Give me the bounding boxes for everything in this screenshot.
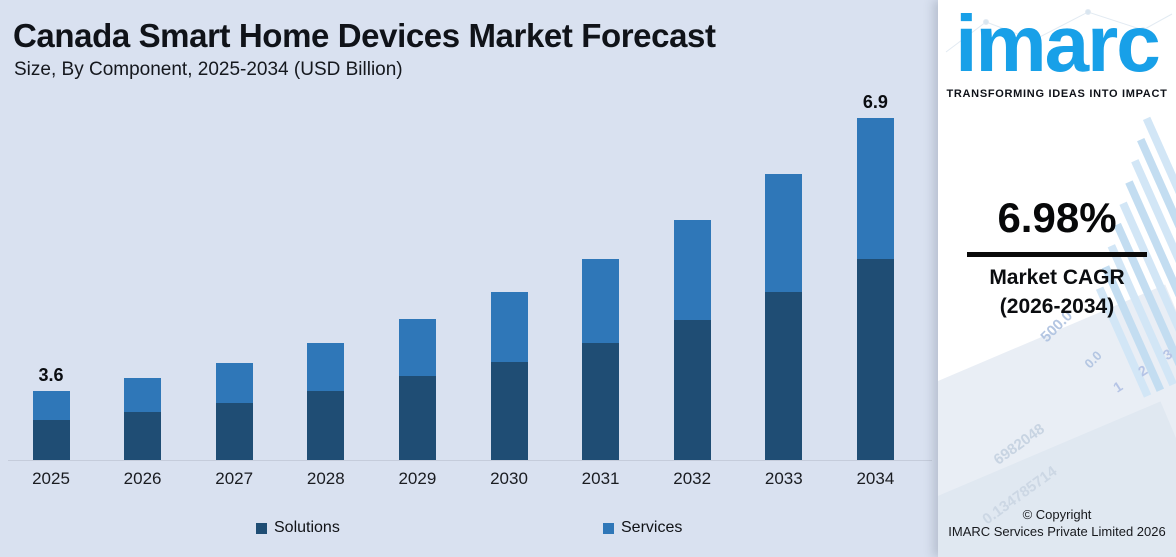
solutions-segment-2028 <box>307 391 345 460</box>
solutions-segment-2031 <box>582 343 620 460</box>
services-segment-2033 <box>765 174 803 292</box>
solutions-segment-2034 <box>856 259 894 460</box>
bar-2033 <box>765 174 803 460</box>
x-axis-label-2034: 2034 <box>856 469 895 488</box>
services-segment-2025 <box>32 391 70 420</box>
chart-subtitle: Size, By Component, 2025-2034 (USD Billi… <box>14 59 403 80</box>
cagr-label: Market CAGR <box>989 266 1125 289</box>
x-axis-label-2029: 2029 <box>398 469 437 488</box>
services-swatch-icon <box>603 522 614 534</box>
solutions-segment-2029 <box>398 376 436 460</box>
cagr-value: 6.98% <box>997 194 1117 241</box>
services-segment-2031 <box>582 259 620 343</box>
x-axis-label-2027: 2027 <box>215 469 254 488</box>
bar-2034 <box>856 118 894 460</box>
x-axis-label-2031: 2031 <box>581 469 620 488</box>
solutions-segment-2030 <box>490 362 528 460</box>
copyright-line: © Copyright <box>1022 507 1092 522</box>
x-axis-line <box>8 460 932 461</box>
x-axis-label-2025: 2025 <box>32 469 70 488</box>
solutions-segment-2025 <box>32 420 70 460</box>
services-segment-2028 <box>307 343 345 391</box>
bar-2029 <box>398 319 436 460</box>
bar-2030 <box>490 292 528 460</box>
bar-value-label-2025: 3.6 <box>38 365 64 385</box>
decor-number: 0.0 <box>1081 347 1105 372</box>
x-axis-label-2032: 2032 <box>673 469 712 488</box>
bar-2032 <box>673 220 711 460</box>
decor-bar <box>1131 159 1176 364</box>
solutions-segment-2033 <box>765 292 803 460</box>
services-segment-2034 <box>856 118 894 259</box>
bar-2025 <box>32 391 70 460</box>
bar-2026 <box>124 378 162 460</box>
services-segment-2029 <box>398 319 436 376</box>
bar-2027 <box>215 363 253 460</box>
x-axis-label-2033: 2033 <box>764 469 803 488</box>
services-segment-2027 <box>215 363 253 403</box>
legend-label-solutions: Solutions <box>274 519 340 536</box>
copyright-line: IMARC Services Private Limited 2026 <box>948 524 1166 539</box>
solutions-swatch-icon <box>256 522 267 534</box>
bar-value-label-2034: 6.9 <box>862 92 888 112</box>
services-segment-2026 <box>124 378 162 412</box>
legend-item-services: Services <box>603 519 682 537</box>
decor-number: 6982048 <box>990 420 1048 469</box>
bar-2028 <box>307 343 345 460</box>
brand-panel: 500.0 0.0 1 2 3 4 6982048 0.134785714 im… <box>938 0 1176 557</box>
cagr-period: (2026-2034) <box>999 295 1115 318</box>
solutions-segment-2027 <box>215 403 253 460</box>
solutions-segment-2032 <box>673 320 711 460</box>
imarc-logo: imarc <box>955 0 1160 88</box>
legend-item-solutions: Solutions <box>256 519 340 537</box>
decor-bar <box>1137 137 1176 358</box>
solutions-segment-2026 <box>124 412 162 460</box>
imarc-tagline: TRANSFORMING IDEAS INTO IMPACT <box>946 88 1168 100</box>
decor-number: 1 2 3 4 <box>1110 324 1176 396</box>
x-axis-label-2026: 2026 <box>123 469 162 488</box>
legend-label-services: Services <box>621 519 683 536</box>
cagr-underline <box>967 252 1147 257</box>
x-axis-label-2030: 2030 <box>490 469 528 488</box>
x-axis-label-2028: 2028 <box>306 469 345 488</box>
bar-2031 <box>582 259 620 460</box>
services-segment-2032 <box>673 220 711 320</box>
plot-area: 2025 2026 2027 2028 2029 2030 2031 2032 2033 2034… <box>8 92 932 537</box>
services-segment-2030 <box>490 292 528 362</box>
chart-title: Canada Smart Home Devices Market Forecas… <box>13 17 716 54</box>
